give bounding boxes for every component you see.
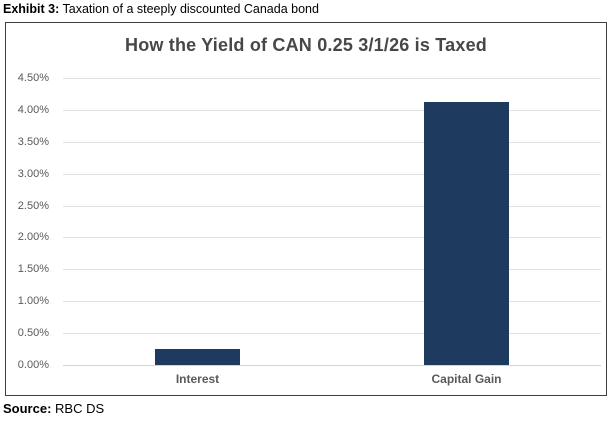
y-axis-tick-label: 0.50% <box>17 327 49 340</box>
y-axis-tick-label: 1.50% <box>17 263 49 276</box>
gridline <box>63 237 601 239</box>
gridline <box>63 301 601 303</box>
y-axis-tick-label: 2.50% <box>17 199 49 212</box>
gridline <box>63 109 601 111</box>
exhibit-header-text: Taxation of a steeply discounted Canada … <box>59 2 319 16</box>
y-axis-tick-label: 3.00% <box>17 167 49 180</box>
chart-frame: How the Yield of CAN 0.25 3/1/26 is Taxe… <box>5 22 607 396</box>
x-axis-tick-label: Interest <box>175 372 220 386</box>
y-axis-tick-label: 3.50% <box>17 135 49 148</box>
gridline <box>63 78 601 79</box>
chart-title: How the Yield of CAN 0.25 3/1/26 is Taxe… <box>125 35 487 55</box>
exhibit-header: Exhibit 3: Taxation of a steeply discoun… <box>3 2 319 16</box>
source-note-prefix: Source: <box>3 401 52 416</box>
y-axis-tick-label: 2.00% <box>17 231 49 244</box>
gridline <box>63 173 601 175</box>
bar-interest <box>155 349 240 365</box>
gridline <box>63 269 601 271</box>
bar-capital-gain <box>424 101 509 365</box>
source-note-text: RBC DS <box>51 401 105 416</box>
y-axis-tick-label: 1.00% <box>17 295 49 308</box>
y-axis-tick-label: 4.50% <box>17 72 49 84</box>
plot-area: 0.00% 0.50% 1.00% 1.50% 2.00% 2.50% 3.00% 3.50%… <box>18 72 601 386</box>
x-axis-line <box>63 365 601 366</box>
source-note: Source: RBC DS <box>3 401 104 416</box>
gridline <box>63 333 601 335</box>
x-axis-tick-label: Capital Gain <box>431 372 502 386</box>
gridline <box>63 205 601 207</box>
y-axis-tick-label: 4.00% <box>17 103 49 116</box>
y-axis-tick-label: 0.00% <box>17 359 49 371</box>
gridline <box>63 141 601 143</box>
exhibit-header-prefix: Exhibit 3: <box>3 2 60 16</box>
